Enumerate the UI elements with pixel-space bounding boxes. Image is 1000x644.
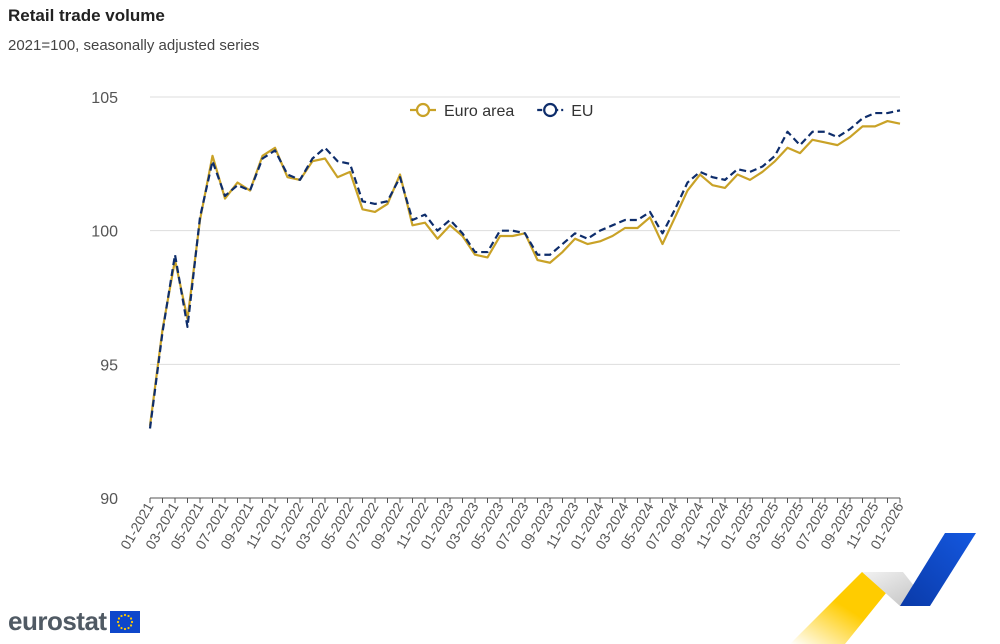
y-tick-label: 95 [100,357,118,374]
legend-item[interactable]: EU [537,102,593,120]
legend-item[interactable]: Euro area [410,102,514,120]
flag-star [123,627,126,630]
flag-star [117,616,120,620]
ribbon-yellow-shape [790,572,903,644]
series-lines [148,109,901,429]
flag-star [129,616,132,620]
y-tick-label: 90 [100,491,118,508]
eu-flag-icon [109,610,140,633]
eurostat-logo: eurostat [8,606,140,637]
legend-marker-icon [543,102,558,118]
ribbon-blue-shape [900,533,976,606]
flag-star [126,626,130,629]
legend-label: EU [571,103,593,120]
legend-marker-icon [415,102,431,118]
flag-star [123,613,126,616]
flag-star [130,620,133,623]
flag-star [119,614,123,617]
flag-star [119,626,123,629]
legend-label: Euro area [444,103,514,120]
chart-subtitle: 2021=100, seasonally adjusted series [8,37,260,54]
brand-name: eurostat [8,606,107,636]
legend[interactable]: Euro area EU [410,102,593,120]
flag-star [117,623,120,627]
y-axis-ticks: 90 95 100 105 [91,90,118,508]
y-tick-label: 100 [91,224,118,241]
flag-star [116,620,119,623]
flag-star [126,614,130,617]
gridlines [150,96,900,365]
flag-star [129,623,132,627]
series-line-eu [148,109,901,429]
y-tick-label: 105 [91,90,118,107]
chart-title: Retail trade volume [8,6,165,25]
